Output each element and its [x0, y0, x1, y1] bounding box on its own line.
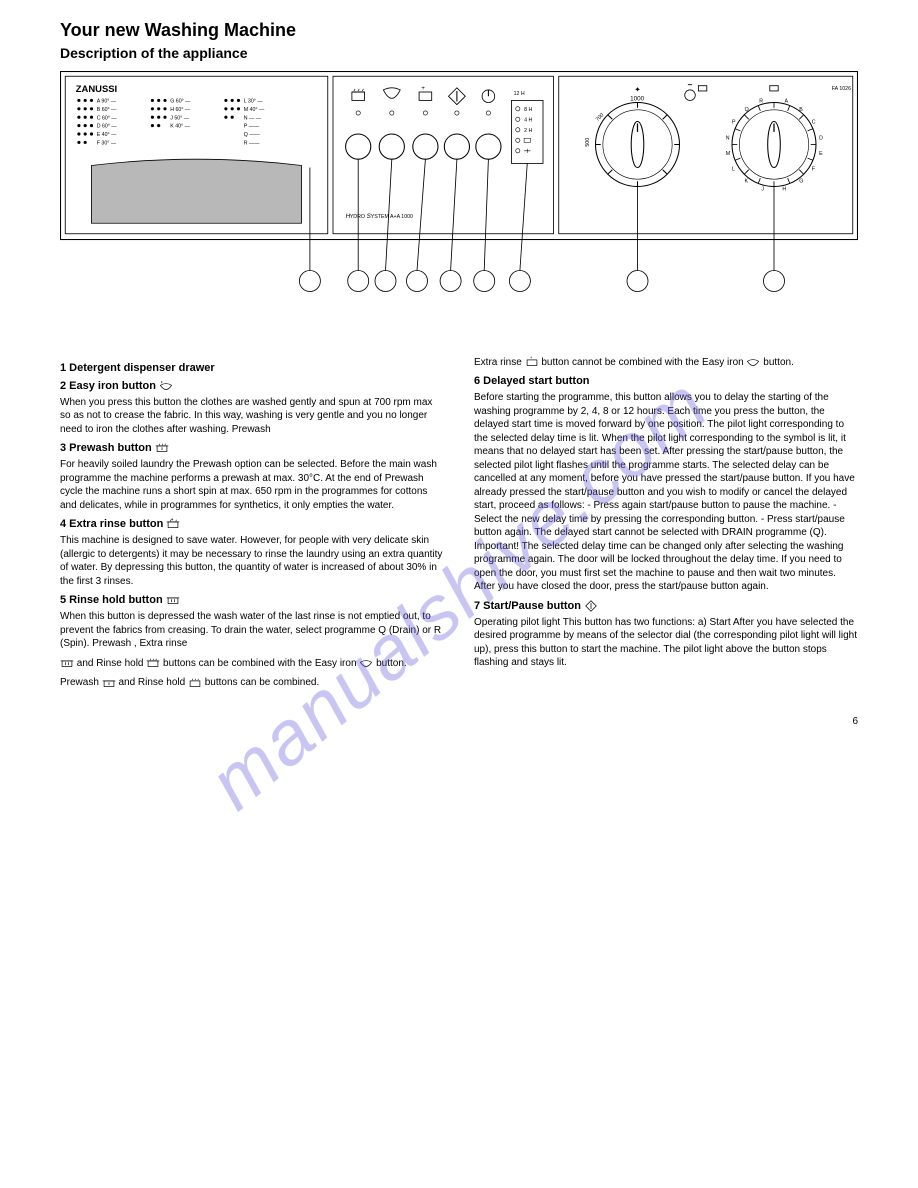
prewash-icon — [155, 442, 169, 454]
svg-text:G 60° —: G 60° — — [170, 99, 191, 105]
svg-text:4 H: 4 H — [524, 117, 532, 123]
svg-text:YDRO: YDRO — [350, 214, 365, 220]
svg-text:4: 4 — [413, 276, 420, 288]
svg-text:6: 6 — [480, 276, 486, 288]
svg-text:Q ——: Q —— — [244, 132, 261, 138]
heading-2: 2 Easy iron button — [60, 380, 444, 392]
svg-text:✦: ✦ — [634, 85, 640, 94]
heading-7: 7 Start/Pause button — [474, 600, 858, 612]
svg-text:H 60° —: H 60° — — [170, 107, 191, 113]
svg-text:K 40° —: K 40° — — [170, 124, 190, 130]
extra-rinse-icon: + — [166, 518, 180, 530]
brand-text: ZANUSSI — [76, 84, 117, 95]
control-panel-diagram: ZANUSSI A 90° — B 60° — C 60° — D 60° — E 40… — [60, 71, 858, 316]
svg-text:G: G — [799, 178, 803, 184]
svg-text:+: + — [421, 85, 425, 92]
svg-text:M: M — [726, 151, 730, 157]
svg-text:A 90° —: A 90° — — [97, 99, 117, 105]
heading-1: 1 Detergent dispenser drawer — [60, 362, 444, 374]
svg-text:7: 7 — [516, 276, 522, 288]
svg-text:L: L — [732, 167, 735, 173]
svg-text:12 H: 12 H — [514, 91, 525, 97]
extra-rinse-icon-2: + — [525, 356, 539, 368]
heading-4: 4 Extra rinse button + — [60, 518, 444, 530]
rinse-hold-icon-3 — [102, 677, 116, 689]
prewash-icon-2 — [146, 657, 160, 669]
easy-iron-icon-2 — [359, 657, 373, 669]
body-4: This machine is designed to save water. … — [60, 534, 444, 588]
panel-svg: ZANUSSI A 90° — B 60° — C 60° — D 60° — E 40… — [60, 71, 858, 313]
body-7: Operating pilot light This button has tw… — [474, 616, 858, 670]
svg-text:D: D — [819, 135, 823, 141]
heading-5: 5 Rinse hold button — [60, 594, 444, 606]
start-pause-icon — [584, 600, 598, 612]
right-column: Extra rinse + button cannot be combined … — [474, 356, 858, 696]
svg-text:E: E — [819, 151, 823, 157]
rinse-hold-icon — [166, 594, 180, 606]
svg-text:M 40° —: M 40° — — [244, 107, 265, 113]
heading-3: 3 Prewash button — [60, 442, 444, 454]
easy-iron-icon-3 — [746, 356, 760, 368]
svg-text:J 50° —: J 50° — — [170, 115, 189, 121]
svg-text:500: 500 — [585, 138, 591, 147]
svg-text:Q: Q — [745, 107, 749, 113]
body-5: When this button is depressed the wash w… — [60, 610, 444, 651]
svg-text:F 30° —: F 30° — — [97, 141, 117, 147]
body-2: When you press this button the clothes a… — [60, 396, 444, 437]
svg-text:L 30° —: L 30° — — [244, 99, 264, 105]
svg-text:P: P — [732, 120, 736, 126]
svg-text:R ——: R —— — [244, 141, 261, 147]
svg-text:F: F — [812, 167, 815, 173]
svg-text:N — —: N — — — [244, 115, 262, 121]
heading-6: 6 Delayed start button — [474, 375, 858, 387]
svg-text:YSTEM A+A 1000: YSTEM A+A 1000 — [371, 214, 413, 220]
model-text: FA 1026 — [832, 86, 851, 92]
svg-text:A: A — [785, 99, 789, 105]
svg-text:B: B — [799, 107, 803, 113]
svg-text:2 H: 2 H — [524, 128, 532, 134]
page-subtitle: Description of the appliance — [60, 45, 858, 61]
svg-text:B 60° —: B 60° — — [97, 107, 117, 113]
svg-text:P ——: P —— — [244, 124, 260, 130]
svg-text:1000: 1000 — [630, 95, 645, 102]
body-3: For heavily soiled laundry the Prewash o… — [60, 458, 444, 512]
body-5b: and Rinse hold buttons can be combined w… — [60, 657, 444, 671]
svg-text:8 H: 8 H — [524, 107, 532, 113]
svg-text:1: 1 — [306, 276, 312, 288]
svg-text:9: 9 — [770, 276, 776, 288]
col2-intro: Extra rinse + button cannot be combined … — [474, 356, 858, 370]
rinse-hold-icon-2 — [60, 657, 74, 669]
svg-text:D 60° —: D 60° — — [97, 124, 118, 130]
body-5c: Prewash and Rinse hold buttons can be co… — [60, 676, 444, 690]
svg-text:3: 3 — [381, 276, 387, 288]
svg-text:R: R — [759, 99, 763, 105]
svg-text:E 40° —: E 40° — — [97, 132, 117, 138]
svg-text:J: J — [761, 187, 764, 193]
svg-text:K: K — [745, 178, 749, 184]
left-column: 1 Detergent dispenser drawer 2 Easy iron… — [60, 356, 444, 696]
svg-text:5: 5 — [446, 276, 452, 288]
svg-text:H: H — [782, 187, 786, 193]
svg-text:2: 2 — [354, 276, 360, 288]
svg-text:8: 8 — [633, 276, 639, 288]
svg-text:C: C — [812, 120, 816, 126]
prewash-icon-3 — [188, 677, 202, 689]
page-number: 6 — [60, 716, 858, 727]
svg-text:C 60° —: C 60° — — [97, 115, 118, 121]
page-title: Your new Washing Machine — [60, 20, 858, 41]
easy-iron-icon — [159, 380, 173, 392]
body-6: Before starting the programme, this butt… — [474, 391, 858, 594]
svg-text:N: N — [726, 135, 730, 141]
